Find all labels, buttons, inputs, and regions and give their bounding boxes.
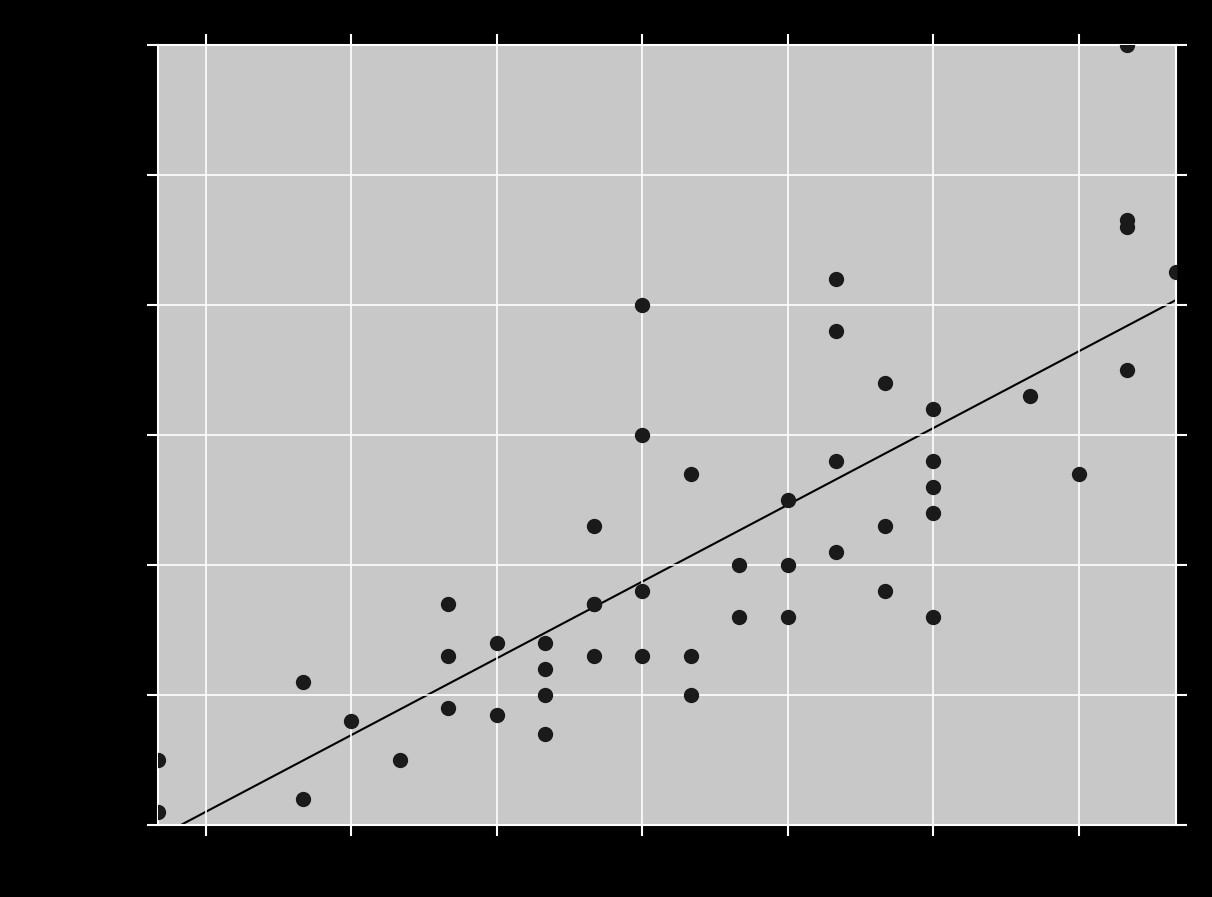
Point xyxy=(536,688,555,702)
Point xyxy=(633,298,652,312)
Point xyxy=(778,610,797,624)
Point xyxy=(584,649,604,664)
Point xyxy=(536,662,555,676)
Point xyxy=(875,518,894,533)
Point xyxy=(827,272,846,286)
Point xyxy=(536,636,555,650)
Point xyxy=(924,454,943,468)
Point xyxy=(633,649,652,664)
Point xyxy=(439,649,458,664)
Point xyxy=(1166,266,1185,280)
Point xyxy=(681,467,701,482)
Point xyxy=(875,376,894,390)
Point xyxy=(487,636,507,650)
Point xyxy=(293,792,313,806)
Point xyxy=(681,649,701,664)
Point xyxy=(584,597,604,612)
Point xyxy=(1117,220,1137,234)
Point xyxy=(827,454,846,468)
Point xyxy=(536,727,555,741)
Point xyxy=(342,714,361,728)
Point xyxy=(827,545,846,560)
Point xyxy=(924,480,943,494)
Point xyxy=(633,584,652,598)
Point xyxy=(1117,213,1137,228)
Point xyxy=(487,708,507,722)
Point xyxy=(924,610,943,624)
Point xyxy=(390,753,410,768)
Point xyxy=(827,324,846,338)
Point xyxy=(1117,38,1137,52)
Point xyxy=(584,518,604,533)
Point xyxy=(293,675,313,690)
Point xyxy=(1117,363,1137,378)
Point xyxy=(924,506,943,520)
Point xyxy=(439,597,458,612)
Point xyxy=(778,558,797,572)
Point xyxy=(148,806,167,820)
Point xyxy=(730,558,749,572)
Point xyxy=(439,701,458,716)
Point xyxy=(1069,467,1088,482)
Point xyxy=(875,584,894,598)
Point xyxy=(633,428,652,442)
Point xyxy=(924,402,943,416)
Point xyxy=(778,493,797,508)
Point xyxy=(681,688,701,702)
Point xyxy=(1021,389,1040,404)
Point xyxy=(584,597,604,612)
Point xyxy=(148,753,167,768)
Point xyxy=(730,610,749,624)
